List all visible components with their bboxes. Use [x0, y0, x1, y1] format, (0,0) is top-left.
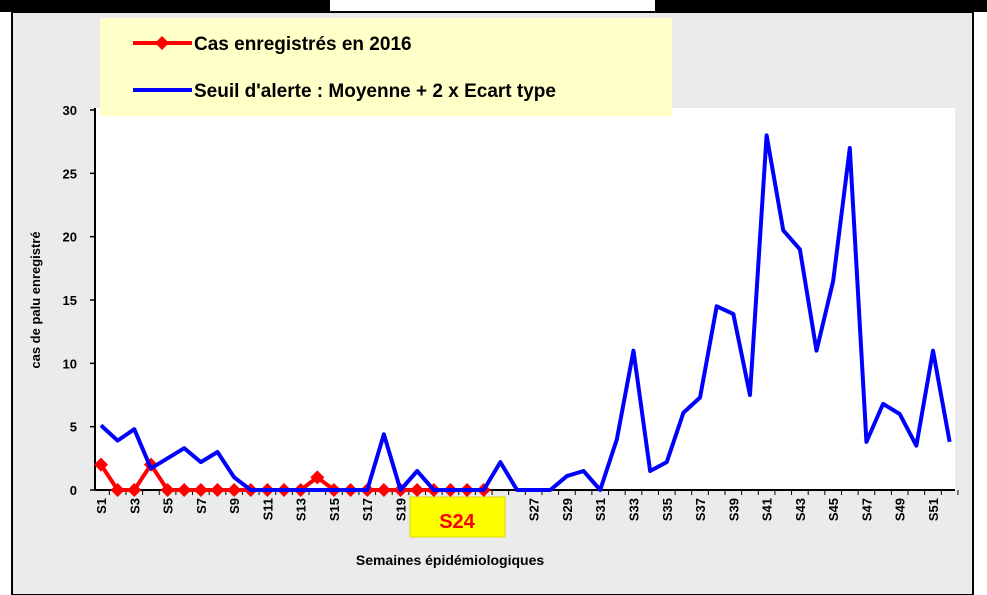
series-marker: [160, 483, 175, 497]
x-tick-label: S51: [926, 498, 941, 521]
y-tick-label: 10: [63, 356, 77, 371]
annotation-box: [409, 496, 506, 538]
x-tick-label: S27: [527, 498, 542, 521]
y-tick-label: 15: [63, 293, 77, 308]
x-tick-label: S15: [327, 498, 342, 521]
x-tick-label: S19: [394, 498, 409, 521]
y-axis-label: cas de palu enregistré: [28, 231, 43, 368]
y-tick-label: 0: [70, 483, 77, 498]
series-marker: [94, 457, 108, 472]
x-tick-label: S31: [593, 498, 608, 521]
x-tick-label: S11: [260, 498, 275, 520]
series-marker: [127, 483, 142, 497]
series-marker: [193, 483, 208, 497]
x-tick-label: S13: [294, 498, 309, 521]
series-marker: [227, 483, 242, 497]
x-tick-label: S7: [194, 498, 209, 514]
series-marker: [110, 483, 125, 497]
x-tick-label: S43: [793, 498, 808, 521]
x-tick-label: S49: [893, 498, 908, 521]
y-tick-label: 20: [63, 230, 77, 245]
plot-area: [95, 108, 955, 490]
x-tick-label: S35: [660, 498, 675, 521]
x-tick-label: S17: [360, 498, 375, 521]
x-tick-label: S39: [726, 498, 741, 521]
series-marker: [376, 483, 391, 497]
y-tick-label: 5: [70, 420, 77, 435]
x-tick-label: S41: [760, 498, 775, 521]
x-tick-label: S5: [161, 498, 176, 514]
series-marker: [210, 483, 225, 497]
y-tick-label: 25: [63, 166, 77, 181]
legend-label: Seuil d'alerte : Moyenne + 2 x Ecart typ…: [194, 81, 556, 102]
series-marker: [177, 483, 192, 497]
x-axis-label: Semaines épidémiologiques: [356, 552, 544, 568]
annotation: S24: [439, 511, 475, 533]
series-marker: [410, 483, 425, 497]
x-tick-label: S47: [859, 498, 874, 521]
legend-marker: [155, 36, 169, 50]
x-tick-label: S9: [227, 498, 242, 514]
x-tick-label: S29: [560, 498, 575, 521]
y-tick-label: 30: [63, 103, 77, 118]
x-tick-label: S37: [693, 498, 708, 521]
series-line: [99, 133, 952, 492]
x-tick-label: S45: [826, 498, 841, 521]
top-tab: [330, 0, 655, 12]
legend: [100, 18, 672, 116]
x-tick-label: S33: [626, 498, 641, 521]
legend-label: Cas enregistrés en 2016: [194, 34, 412, 55]
series-marker: [310, 470, 325, 485]
x-tick-label: S1: [94, 498, 109, 514]
x-tick-label: S3: [127, 498, 142, 514]
